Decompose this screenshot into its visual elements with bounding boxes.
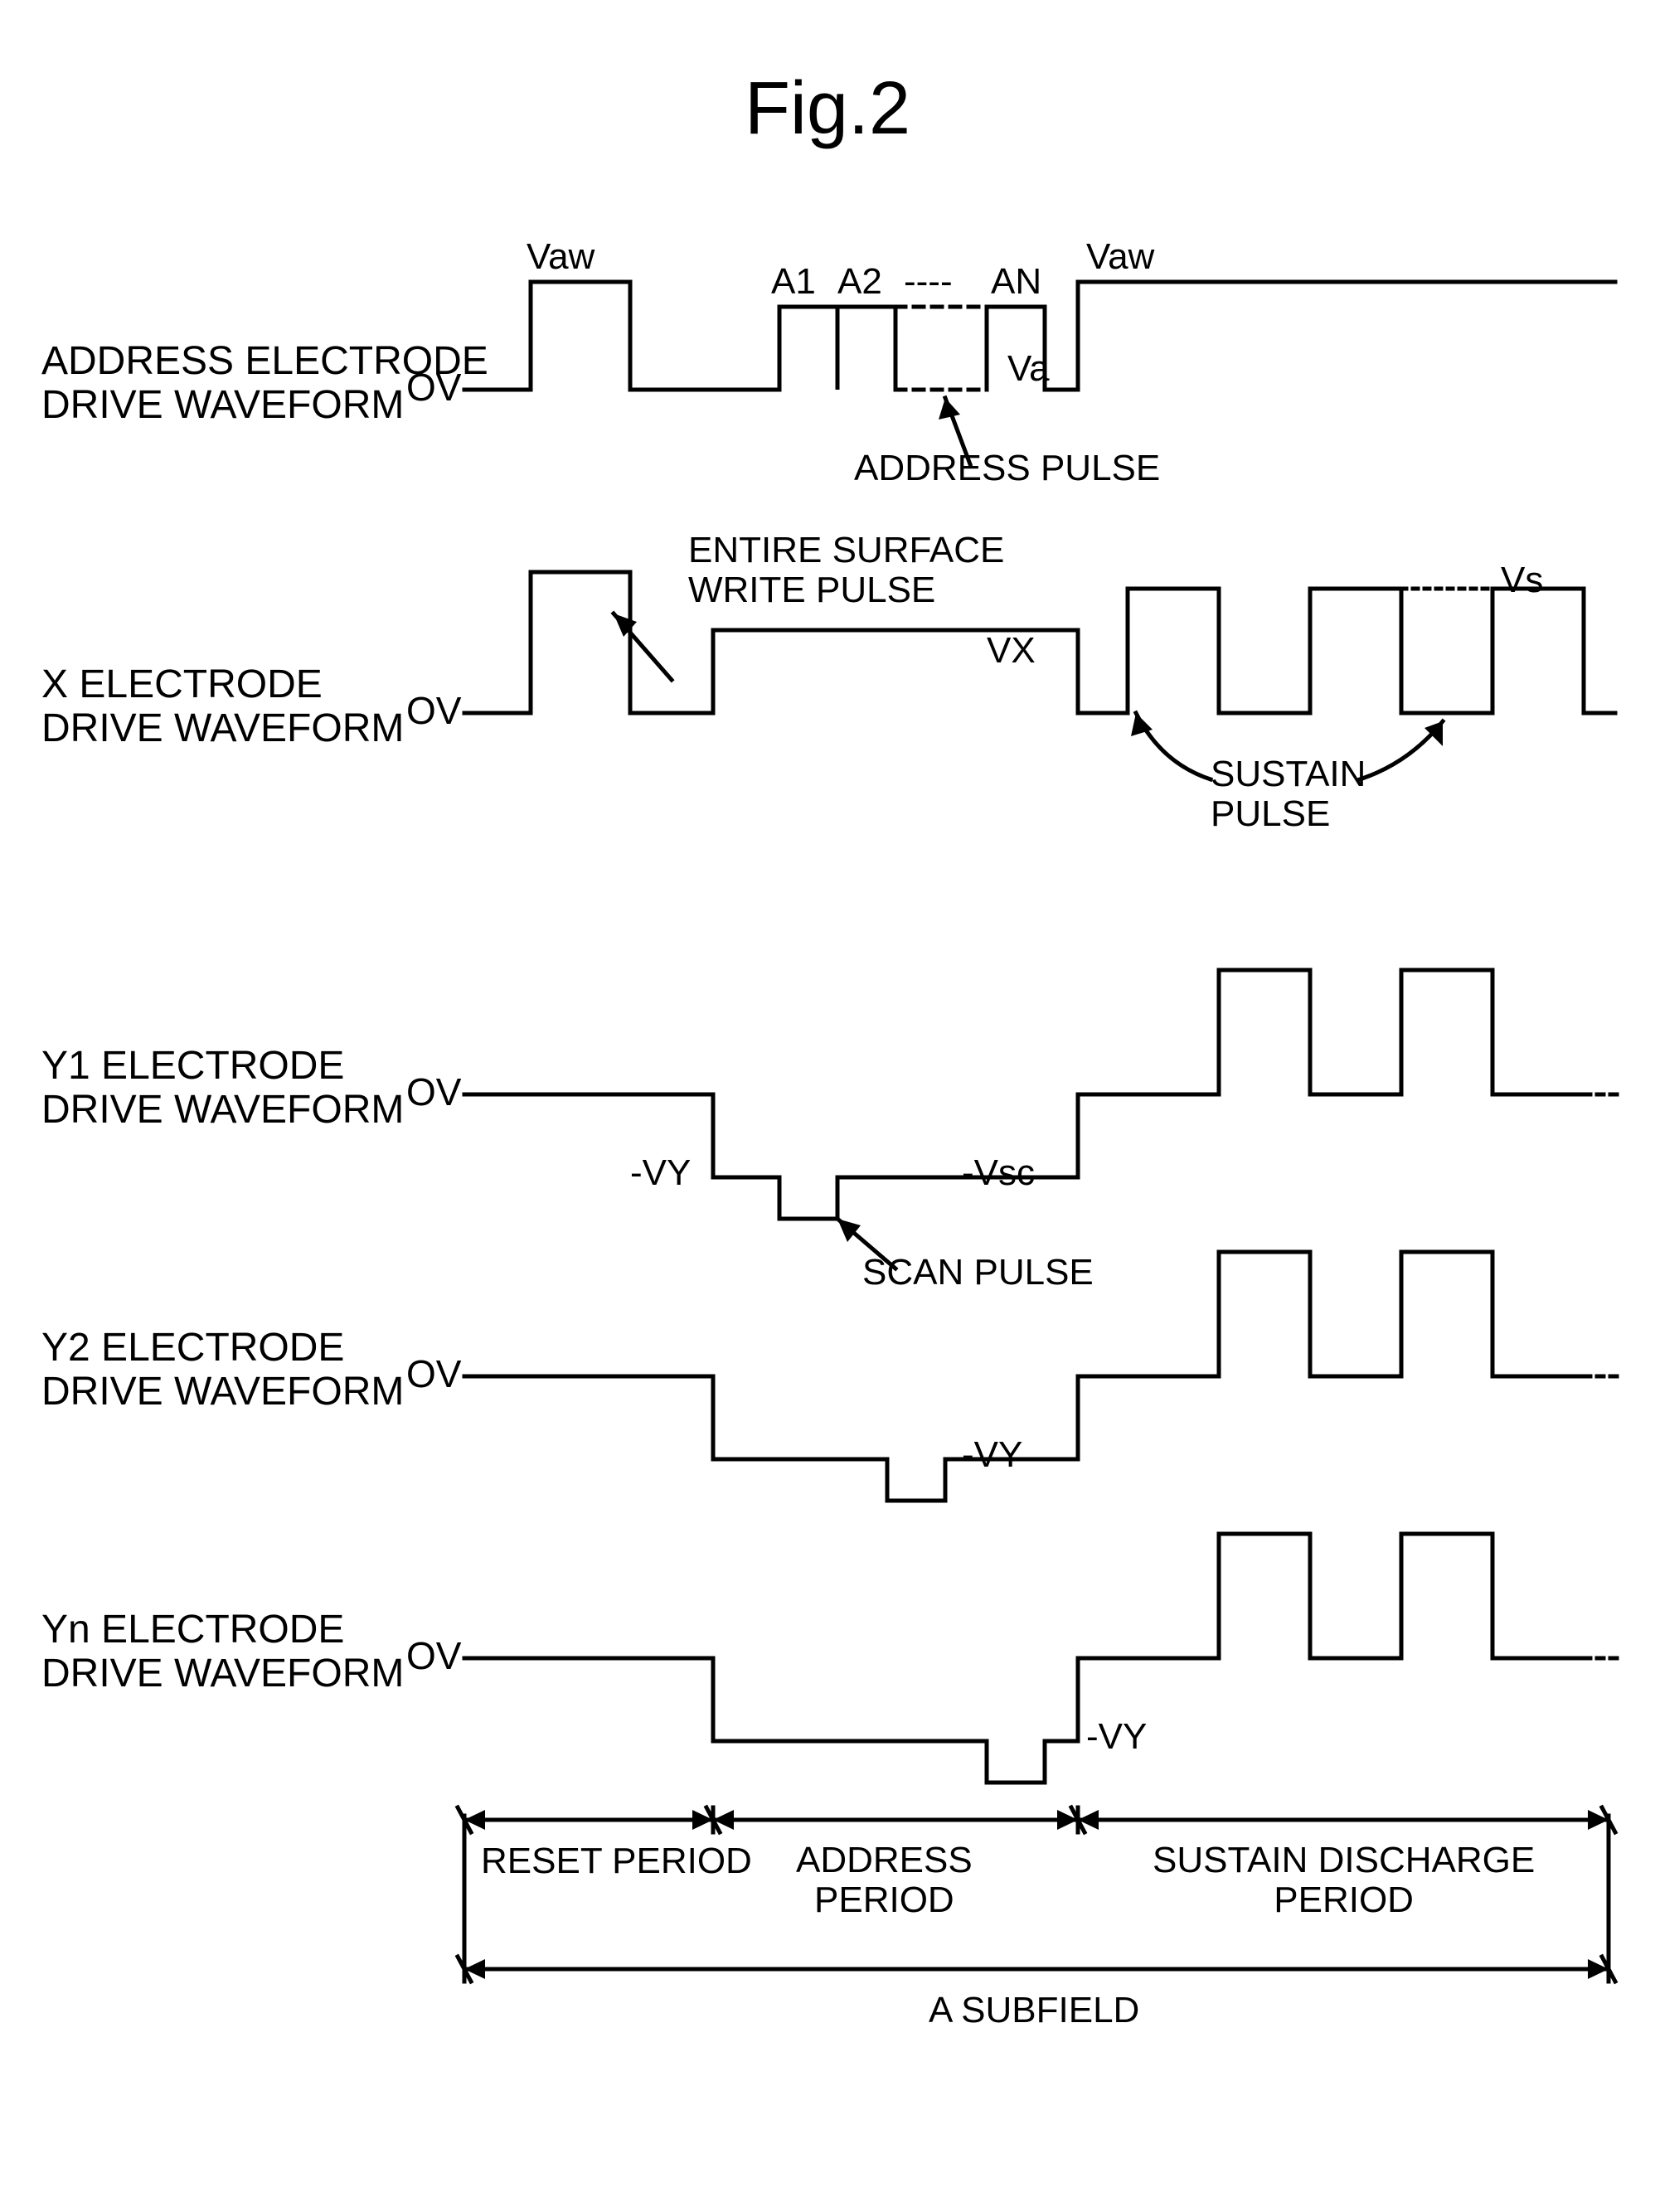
zero-address: OV bbox=[406, 365, 461, 410]
x-waveform bbox=[464, 572, 1609, 713]
label-vaw1: Vaw bbox=[527, 236, 595, 278]
label-y1-neg-vsc: -Vsc bbox=[962, 1152, 1035, 1194]
zero-y1: OV bbox=[406, 1070, 461, 1114]
arrow-scan-pulse-head bbox=[837, 1219, 861, 1242]
label-address-period: ADDRESS PERIOD bbox=[796, 1841, 973, 1921]
label-sustain-period: SUSTAIN DISCHARGE PERIOD bbox=[1153, 1841, 1535, 1921]
label-y1-neg-vy: -VY bbox=[630, 1152, 691, 1194]
label-x-row: X ELECTRODE DRIVE WAVEFORM bbox=[41, 663, 404, 751]
label-yn-row: Yn ELECTRODE DRIVE WAVEFORM bbox=[41, 1608, 404, 1696]
address-pulse-dashes bbox=[895, 307, 987, 390]
arrow-sustain-right-head bbox=[1424, 721, 1443, 746]
zero-y2: OV bbox=[406, 1351, 461, 1396]
label-scan-pulse: SCAN PULSE bbox=[862, 1252, 1094, 1293]
label-y2-neg-vy: -VY bbox=[962, 1434, 1022, 1476]
label-y1-row: Y1 ELECTRODE DRIVE WAVEFORM bbox=[41, 1045, 404, 1133]
label-reset-period: RESET PERIOD bbox=[481, 1841, 752, 1882]
label-vaw2: Vaw bbox=[1086, 236, 1154, 278]
label-an: AN bbox=[991, 261, 1041, 303]
label-a-dots: ---- bbox=[904, 261, 953, 303]
label-subfield: A SUBFIELD bbox=[929, 1990, 1139, 2031]
label-sustain-pulse: SUSTAIN PULSE bbox=[1211, 754, 1366, 835]
arrow-address-pulse-head bbox=[939, 398, 960, 420]
label-va: Va bbox=[1007, 348, 1050, 390]
label-a1: A1 bbox=[771, 261, 816, 303]
zero-yn: OV bbox=[406, 1633, 461, 1678]
label-vx: VX bbox=[987, 630, 1036, 672]
zero-x: OV bbox=[406, 688, 461, 733]
yn-waveform bbox=[464, 1534, 1584, 1783]
label-y2-row: Y2 ELECTRODE DRIVE WAVEFORM bbox=[41, 1327, 404, 1414]
figure-container: Fig.2 bbox=[33, 33, 1622, 2179]
label-a2: A2 bbox=[837, 261, 882, 303]
label-entire-surface: ENTIRE SURFACE WRITE PULSE bbox=[688, 531, 1004, 611]
label-vs: Vs bbox=[1501, 560, 1543, 601]
label-yn-neg-vy: -VY bbox=[1086, 1716, 1147, 1758]
label-address-pulse: ADDRESS PULSE bbox=[854, 448, 1160, 489]
arrow-sustain-left bbox=[1136, 713, 1211, 779]
